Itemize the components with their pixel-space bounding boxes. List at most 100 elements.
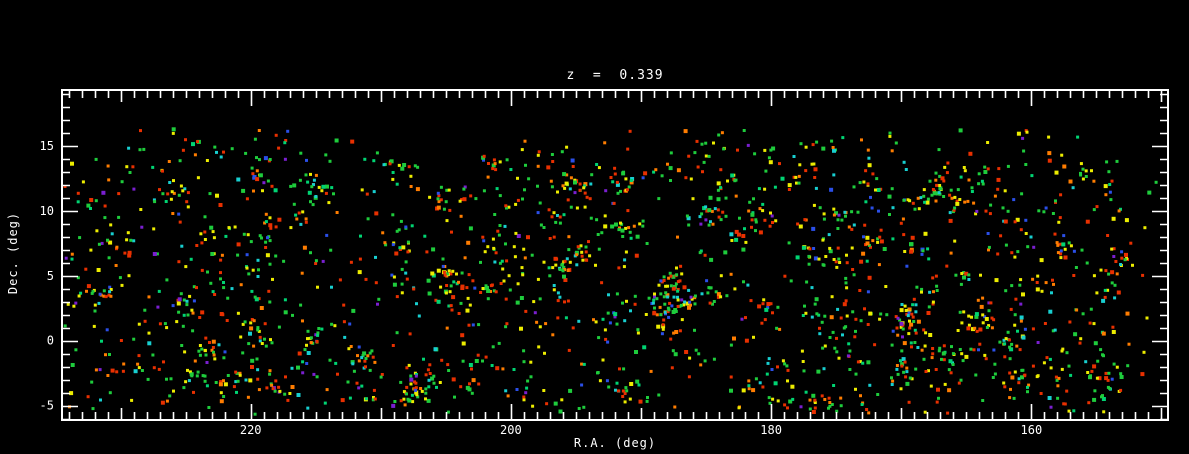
data-point <box>1015 217 1020 222</box>
data-point <box>445 284 449 287</box>
data-point <box>1085 219 1090 224</box>
data-point <box>906 198 910 202</box>
data-point <box>346 380 350 384</box>
data-point <box>400 166 405 171</box>
data-point <box>879 228 883 232</box>
data-point <box>1052 282 1055 286</box>
data-point <box>490 283 494 287</box>
data-point <box>523 188 526 192</box>
data-point <box>1110 377 1114 381</box>
data-point <box>801 314 805 317</box>
data-point <box>923 200 927 204</box>
data-point <box>937 396 940 400</box>
data-point <box>301 210 305 214</box>
data-point <box>841 333 844 337</box>
data-point <box>1012 198 1016 202</box>
data-point <box>1107 272 1111 276</box>
data-point <box>268 300 272 304</box>
data-point <box>921 249 925 253</box>
data-point <box>915 285 919 289</box>
data-point <box>694 348 698 352</box>
data-point <box>823 344 827 348</box>
data-point <box>636 328 640 332</box>
data-point <box>558 295 562 299</box>
data-point <box>960 352 964 356</box>
data-point <box>629 179 633 182</box>
data-point <box>729 375 733 379</box>
data-point <box>492 158 496 162</box>
x-tick-label: 200 <box>500 423 522 437</box>
data-point <box>679 303 683 307</box>
data-point <box>140 369 144 372</box>
data-point <box>1067 241 1071 245</box>
data-point <box>213 293 217 296</box>
data-point <box>852 273 856 277</box>
data-point <box>439 285 443 289</box>
data-point <box>836 246 840 250</box>
data-point <box>960 272 964 275</box>
data-point <box>672 295 676 299</box>
data-point <box>626 147 630 151</box>
data-point <box>711 222 715 226</box>
data-point <box>315 340 319 343</box>
data-point <box>89 207 92 210</box>
data-point <box>314 262 318 265</box>
data-point <box>450 230 453 234</box>
data-point <box>1125 311 1130 316</box>
data-point <box>245 253 249 257</box>
data-point <box>440 358 444 362</box>
data-point <box>564 316 568 320</box>
data-point <box>561 269 565 273</box>
data-point <box>567 248 571 252</box>
data-point <box>400 291 404 295</box>
data-point <box>821 238 825 242</box>
data-point <box>156 305 160 309</box>
data-point <box>470 391 474 395</box>
data-point <box>115 245 119 249</box>
data-point <box>850 210 854 214</box>
data-point <box>153 200 157 204</box>
data-point <box>370 349 374 353</box>
data-point <box>653 292 656 296</box>
data-point <box>879 312 883 316</box>
data-point <box>738 216 741 220</box>
data-point <box>271 387 275 391</box>
data-point <box>548 274 552 278</box>
data-point <box>406 240 410 244</box>
data-point <box>1075 308 1079 312</box>
data-point <box>398 248 402 251</box>
data-point <box>635 379 640 384</box>
data-point <box>360 188 364 192</box>
data-point <box>618 226 621 230</box>
data-point <box>899 387 903 391</box>
data-point <box>1031 327 1035 331</box>
data-point <box>520 266 524 270</box>
data-point <box>556 190 559 194</box>
data-point <box>366 354 370 358</box>
data-point <box>494 290 498 294</box>
data-point <box>931 352 935 356</box>
data-point <box>256 377 260 381</box>
data-point <box>1142 350 1146 354</box>
data-point <box>813 167 818 172</box>
data-point <box>218 382 223 387</box>
data-point <box>1009 347 1014 352</box>
data-point <box>268 372 272 376</box>
data-point <box>671 349 675 353</box>
data-point <box>409 174 413 178</box>
data-point <box>336 372 339 376</box>
data-point <box>514 231 518 235</box>
data-point <box>901 327 905 331</box>
data-point <box>722 147 726 151</box>
data-point <box>767 396 771 400</box>
data-point <box>368 368 372 372</box>
data-point <box>161 169 164 173</box>
data-point <box>1051 212 1055 215</box>
data-point <box>1097 376 1102 381</box>
data-point <box>940 176 945 181</box>
data-point <box>233 225 237 229</box>
data-point <box>304 217 308 221</box>
data-point <box>862 235 865 239</box>
data-point <box>323 401 327 405</box>
data-point <box>948 359 953 364</box>
